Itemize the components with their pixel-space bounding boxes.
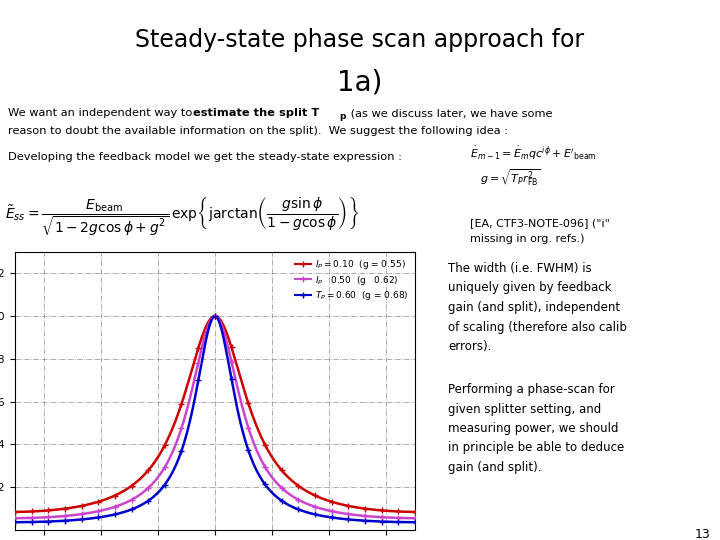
Text: missing in org. refs.): missing in org. refs.) — [470, 234, 585, 244]
Legend: $I_P = 0.10$  (g = 0.55), $I_P$   0.50  (g   0.62), $T_P = 0.60$  (g = 0.68): $I_P = 0.10$ (g = 0.55), $I_P$ 0.50 (g 0… — [293, 256, 410, 303]
Text: $\tilde{E}_{ss} = \dfrac{E_{\mathrm{beam}}}{\sqrt{1-2g\cos\phi+g^2}}\,\exp\!\lef: $\tilde{E}_{ss} = \dfrac{E_{\mathrm{beam… — [5, 195, 359, 238]
Text: $g = \sqrt{T_P r_{\mathrm{FB}}^2}$: $g = \sqrt{T_P r_{\mathrm{FB}}^2}$ — [480, 168, 541, 188]
Text: reason to doubt the available information on the split).  We suggest the followi: reason to doubt the available informatio… — [8, 126, 508, 136]
Text: 13: 13 — [694, 528, 710, 540]
Text: $\dot{E}_{m-1} = \dot{E}_m qc^{i\phi} + E'_{\mathrm{beam}}$: $\dot{E}_{m-1} = \dot{E}_m qc^{i\phi} + … — [470, 145, 597, 163]
Text: We want an independent way to: We want an independent way to — [8, 108, 196, 118]
Text: estimate the split T: estimate the split T — [193, 108, 319, 118]
Text: Steady-state phase scan approach for: Steady-state phase scan approach for — [135, 28, 585, 52]
Text: 1a): 1a) — [337, 68, 383, 96]
Text: (as we discuss later, we have some: (as we discuss later, we have some — [347, 108, 552, 118]
Text: Performing a phase-scan for
given splitter setting, and
measuring power, we shou: Performing a phase-scan for given splitt… — [448, 383, 624, 474]
Text: p: p — [339, 112, 346, 121]
Text: [EA, CTF3-NOTE-096] ("i": [EA, CTF3-NOTE-096] ("i" — [470, 218, 610, 228]
Text: The width (i.e. FWHM) is
uniquely given by feedback
gain (and split), independen: The width (i.e. FWHM) is uniquely given … — [448, 262, 627, 353]
Text: Developing the feedback model we get the steady-state expression :: Developing the feedback model we get the… — [8, 152, 402, 162]
